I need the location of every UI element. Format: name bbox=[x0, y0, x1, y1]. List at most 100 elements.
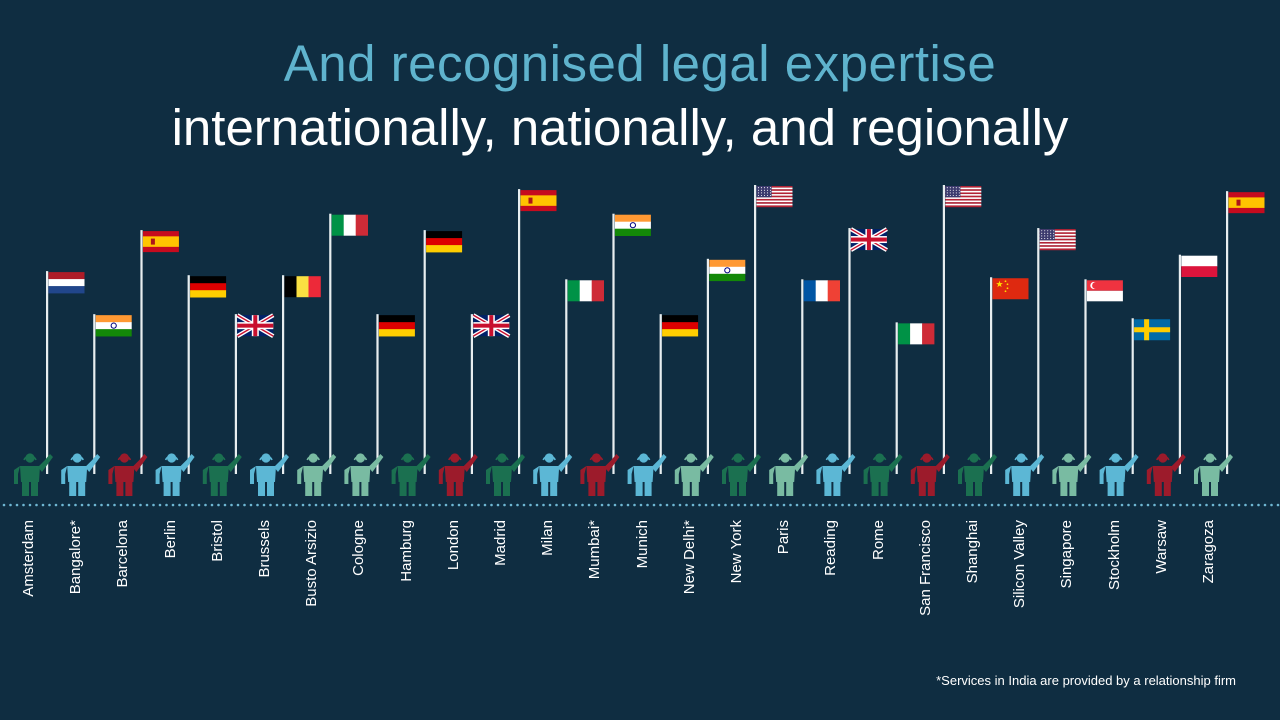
sweden-flag-icon bbox=[1134, 319, 1171, 341]
flag-pole bbox=[659, 314, 662, 474]
city-label: London bbox=[444, 520, 462, 571]
office-marker bbox=[769, 279, 840, 496]
flag-pole bbox=[942, 185, 945, 474]
person-icon bbox=[1052, 453, 1092, 496]
uk-flag-icon bbox=[236, 313, 275, 338]
headline-secondary: internationally, nationally, and regiona… bbox=[171, 99, 1069, 156]
person-icon bbox=[674, 453, 714, 496]
person-icon bbox=[1099, 453, 1139, 496]
footnote: *Services in India are provided by a rel… bbox=[936, 673, 1236, 688]
city-label: Busto Arsizio bbox=[303, 520, 321, 607]
flag-pole bbox=[1037, 228, 1040, 474]
china-flag-icon bbox=[992, 278, 1029, 300]
person-icon bbox=[108, 453, 148, 496]
city-label: Berlin bbox=[161, 520, 179, 559]
flag-pole bbox=[234, 314, 237, 474]
city-label: Mumbai* bbox=[586, 520, 604, 580]
office-marker bbox=[486, 189, 557, 496]
poland-flag-icon bbox=[1181, 255, 1218, 277]
flag-pole bbox=[612, 213, 615, 474]
flag-pole bbox=[848, 228, 851, 474]
office-marker bbox=[391, 230, 463, 496]
uk-flag-icon bbox=[472, 313, 511, 338]
city-label: Munich bbox=[633, 520, 651, 569]
flag-pole bbox=[423, 230, 426, 474]
office-marker bbox=[438, 313, 511, 496]
city-label: Brussels bbox=[256, 520, 273, 578]
germany-flag-icon bbox=[378, 315, 415, 337]
city-label: Stockholm bbox=[1105, 520, 1123, 591]
office-marker bbox=[202, 313, 275, 496]
singapore-flag-icon bbox=[1086, 280, 1123, 302]
city-label: Amsterdam bbox=[20, 520, 37, 597]
city-label: Madrid bbox=[492, 520, 509, 566]
office-marker bbox=[627, 314, 699, 496]
netherlands-flag-icon bbox=[48, 272, 85, 294]
flag-pole bbox=[46, 271, 49, 474]
city-label: Zaragoza bbox=[1200, 520, 1217, 584]
headline-primary: And recognised legal expertise bbox=[283, 35, 997, 92]
flag-pole bbox=[990, 277, 993, 474]
office-marker bbox=[1194, 191, 1265, 496]
office-marker bbox=[250, 275, 321, 496]
office-marker bbox=[958, 277, 1029, 496]
office-marker bbox=[1005, 228, 1076, 496]
city-label: Milan bbox=[539, 520, 557, 556]
person-icon bbox=[580, 453, 620, 496]
city-label: Reading bbox=[822, 520, 840, 576]
dotted-baseline bbox=[2, 503, 1280, 507]
person-icon bbox=[1146, 453, 1186, 496]
city-label: New York bbox=[728, 520, 745, 584]
uk-flag-icon bbox=[849, 227, 888, 252]
person-icon bbox=[816, 453, 856, 496]
flag-pole bbox=[1084, 279, 1087, 474]
city-label: Warsaw bbox=[1152, 520, 1170, 574]
person-icon bbox=[863, 453, 903, 496]
flag-pole bbox=[1226, 191, 1229, 474]
usa-flag-icon bbox=[756, 186, 793, 208]
person-icon bbox=[722, 453, 761, 496]
italy-flag-icon bbox=[567, 280, 604, 302]
city-label: Paris bbox=[775, 520, 793, 555]
office-marker bbox=[1146, 254, 1218, 496]
office-marker bbox=[1099, 318, 1171, 496]
person-icon bbox=[344, 453, 384, 496]
office-marker bbox=[816, 227, 888, 496]
office-marker bbox=[674, 258, 746, 496]
flag-pole bbox=[518, 189, 521, 474]
city-label: Bangalore* bbox=[67, 520, 85, 595]
city-label: Rome bbox=[869, 520, 887, 561]
italy-flag-icon bbox=[898, 323, 935, 345]
city-label: Shanghai bbox=[964, 520, 981, 584]
city-label: Cologne bbox=[350, 520, 368, 576]
person-icon bbox=[533, 453, 573, 496]
office-marker bbox=[863, 322, 935, 496]
person-icon bbox=[486, 453, 525, 496]
office-marker bbox=[61, 314, 132, 496]
office-marker bbox=[580, 213, 651, 496]
flag-pole bbox=[801, 279, 804, 474]
city-label: San Francisco bbox=[916, 520, 934, 616]
india-flag-icon bbox=[95, 315, 132, 337]
office-marker bbox=[297, 213, 368, 496]
france-flag-icon bbox=[803, 280, 840, 302]
city-label: Silicon Valley bbox=[1011, 520, 1029, 609]
flag-pole bbox=[93, 314, 96, 474]
flag-pole bbox=[187, 275, 190, 474]
flag-pole bbox=[470, 314, 473, 474]
spain-flag-icon bbox=[1228, 192, 1265, 214]
office-marker bbox=[344, 314, 415, 496]
spain-flag-icon bbox=[520, 190, 557, 212]
flag-pole bbox=[282, 275, 285, 474]
india-flag-icon bbox=[709, 259, 746, 282]
flag-pole bbox=[376, 314, 379, 474]
flag-pole bbox=[895, 322, 898, 474]
person-icon bbox=[391, 453, 431, 496]
flag-pole bbox=[329, 213, 332, 474]
person-icon bbox=[250, 453, 289, 496]
flag-pole bbox=[1178, 254, 1181, 474]
person-icon bbox=[61, 453, 101, 496]
city-label: Barcelona bbox=[114, 520, 132, 588]
flag-pole bbox=[754, 185, 757, 474]
